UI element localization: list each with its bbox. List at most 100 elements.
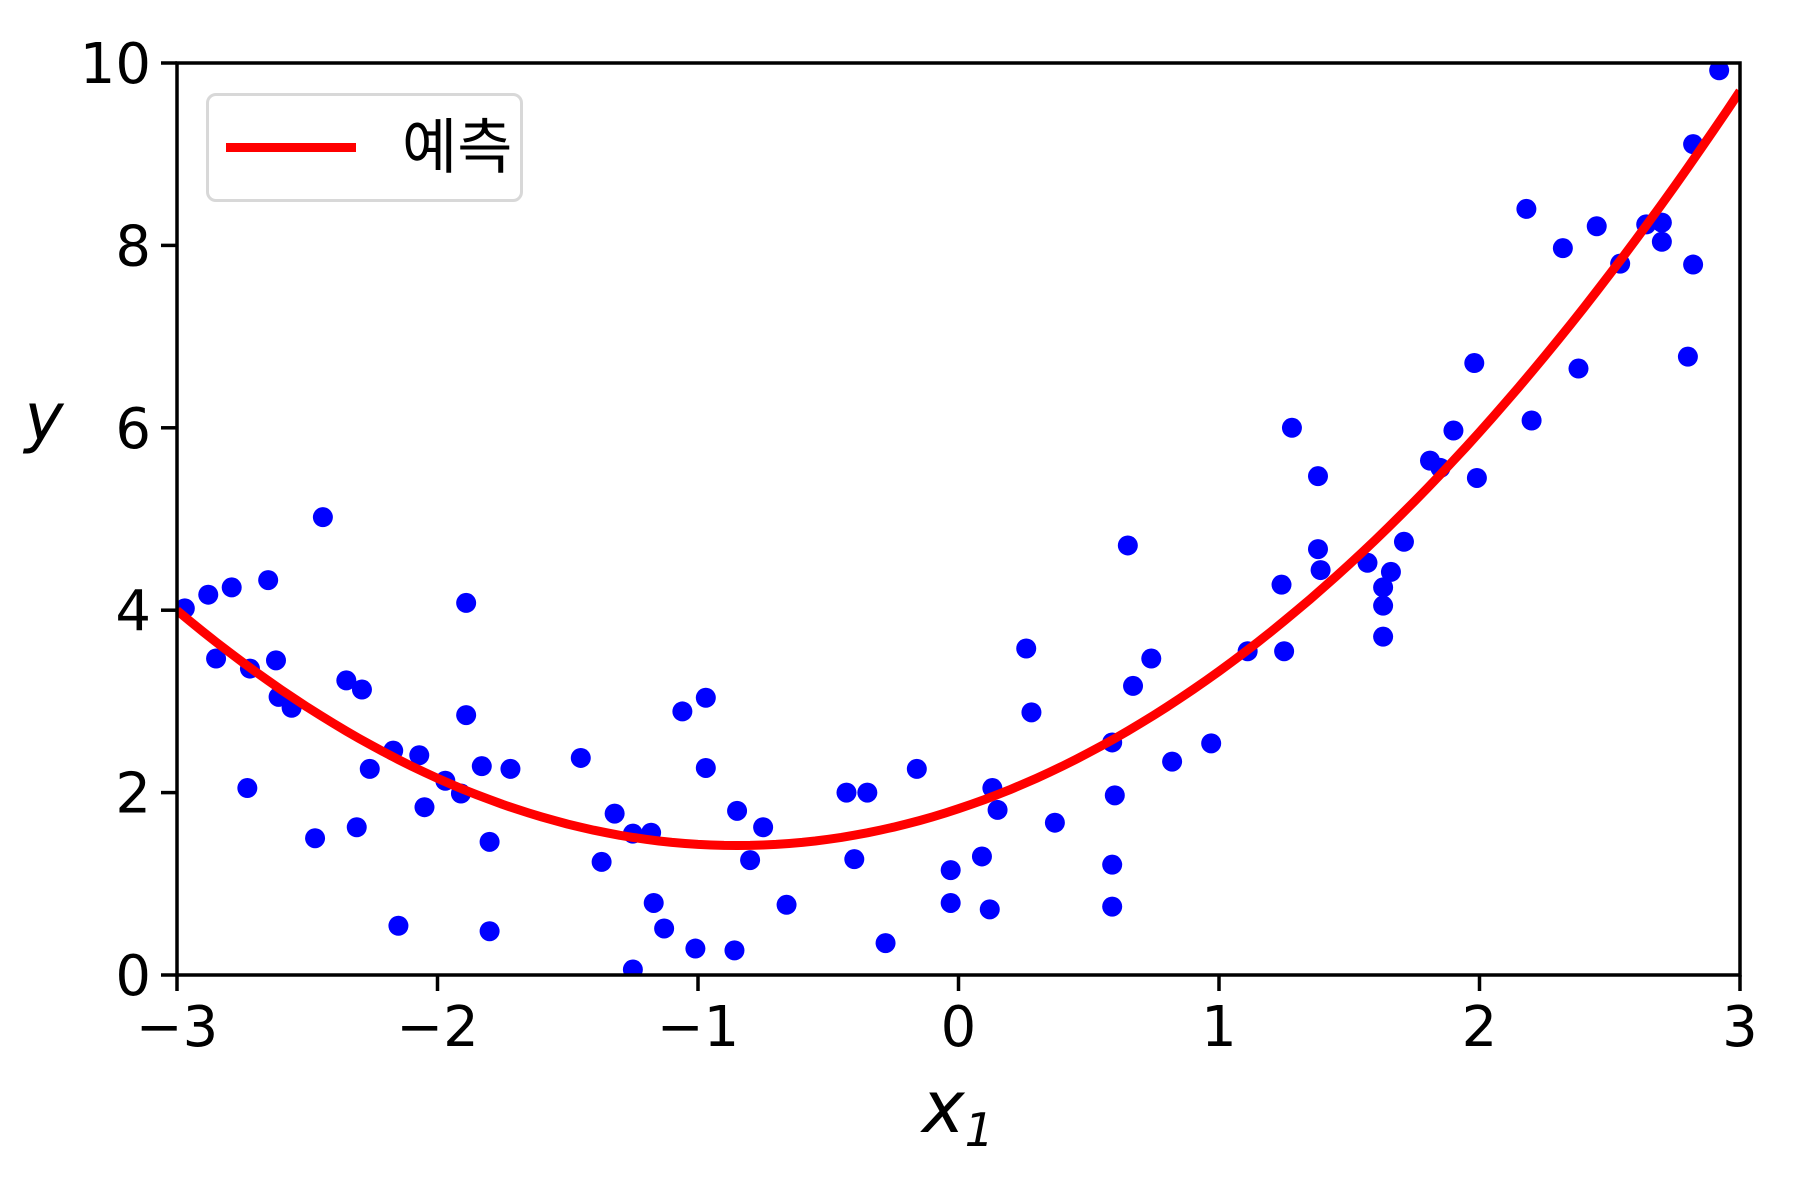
scatter-point — [844, 849, 865, 870]
scatter-point — [1117, 535, 1138, 556]
scatter-point — [940, 892, 961, 913]
scatter-point — [1683, 254, 1704, 275]
scatter-point — [622, 959, 643, 975]
scatter-point — [471, 756, 492, 777]
scatter-point — [672, 701, 693, 722]
scatter-point — [1380, 561, 1401, 582]
x-axis-label-base: x — [922, 1065, 965, 1149]
prediction-curve-series — [177, 88, 1740, 850]
scatter-point — [1044, 812, 1065, 833]
scatter-series — [177, 63, 1730, 975]
scatter-point — [479, 831, 500, 852]
scatter-point — [1201, 733, 1222, 754]
scatter-point — [414, 797, 435, 818]
scatter-point — [265, 650, 286, 671]
scatter-point — [359, 758, 380, 779]
scatter-point — [1016, 638, 1037, 659]
legend-label: 예측 — [402, 112, 513, 183]
scatter-point — [740, 850, 761, 871]
scatter-point — [1651, 231, 1672, 252]
plot-border-spines — [175, 61, 1742, 977]
scatter-point — [753, 817, 774, 838]
scatter-point — [1568, 358, 1589, 379]
scatter-point — [1141, 648, 1162, 669]
scatter-point — [206, 648, 227, 669]
x-axis-label-subscript: 1 — [964, 1103, 994, 1157]
scatter-point — [1104, 785, 1125, 806]
scatter-point — [1102, 896, 1123, 917]
scatter-point — [456, 592, 477, 613]
y-tick-label: 6 — [115, 397, 151, 462]
scatter-point — [346, 817, 367, 838]
scatter-point — [336, 670, 357, 691]
scatter-point — [237, 778, 258, 799]
scatter-point — [724, 940, 745, 961]
scatter-point — [1373, 577, 1394, 598]
y-tick-label: 2 — [115, 762, 151, 827]
y-tick-label: 8 — [115, 214, 151, 279]
scatter-point — [1393, 531, 1414, 552]
scatter-point — [979, 899, 1000, 920]
scatter-point — [312, 507, 333, 528]
scatter-point — [1021, 702, 1042, 723]
scatter-point — [1271, 574, 1292, 595]
scatter-point — [1274, 641, 1295, 662]
scatter-point — [351, 679, 372, 700]
scatter-point — [258, 570, 279, 591]
scatter-point — [1162, 751, 1183, 772]
scatter-point — [654, 918, 675, 939]
scatter-point — [604, 803, 625, 824]
scatter-point — [305, 828, 326, 849]
scatter-point — [695, 757, 716, 778]
x-tick-label: 3 — [1722, 995, 1758, 1060]
scatter-point — [940, 860, 961, 881]
scatter-point — [1123, 675, 1144, 696]
scatter-point — [591, 851, 612, 872]
legend: 예측 — [206, 93, 523, 202]
x-tick-label: 0 — [941, 995, 977, 1060]
scatter-point — [1709, 63, 1730, 81]
scatter-point — [500, 758, 521, 779]
y-axis-label: y — [24, 379, 64, 456]
scatter-point — [1521, 410, 1542, 431]
x-tick-label: 1 — [1201, 995, 1237, 1060]
scatter-point — [570, 747, 591, 768]
scatter-point — [906, 758, 927, 779]
scatter-point — [971, 846, 992, 867]
legend-line-swatch — [226, 143, 356, 152]
scatter-point — [1307, 539, 1328, 560]
scatter-point — [1586, 216, 1607, 237]
scatter-point — [1677, 346, 1698, 367]
axis-ticks — [161, 61, 1742, 991]
x-tick-label: 2 — [1462, 995, 1498, 1060]
x-tick-label: −2 — [396, 995, 479, 1060]
y-tick-label: 10 — [80, 32, 151, 97]
scatter-point — [727, 800, 748, 821]
prediction-curve — [177, 88, 1740, 850]
x-axis-label: x1 — [868, 1065, 1048, 1153]
scatter-point — [1443, 420, 1464, 441]
x-tick-label: −1 — [657, 995, 740, 1060]
scatter-point — [857, 782, 878, 803]
scatter-point — [1516, 198, 1537, 219]
y-tick-label: 4 — [115, 579, 151, 644]
scatter-point — [388, 915, 409, 936]
x-tick-label: −3 — [136, 995, 219, 1060]
scatter-point — [1552, 238, 1573, 259]
scatter-point — [875, 933, 896, 954]
scatter-point — [987, 799, 1008, 820]
scatter-point — [776, 894, 797, 915]
y-tick-label: 0 — [115, 944, 151, 1009]
scatter-point — [1466, 467, 1487, 488]
scatter-point — [479, 921, 500, 942]
scatter-point — [456, 705, 477, 726]
scatter-point — [1464, 353, 1485, 374]
scatter-point — [1307, 466, 1328, 487]
scatter-point — [221, 577, 242, 598]
scatter-point — [409, 745, 430, 766]
scatter-point — [685, 938, 706, 959]
scatter-point — [1310, 560, 1331, 581]
scatter-point — [1373, 595, 1394, 616]
scatter-point — [1281, 417, 1302, 438]
